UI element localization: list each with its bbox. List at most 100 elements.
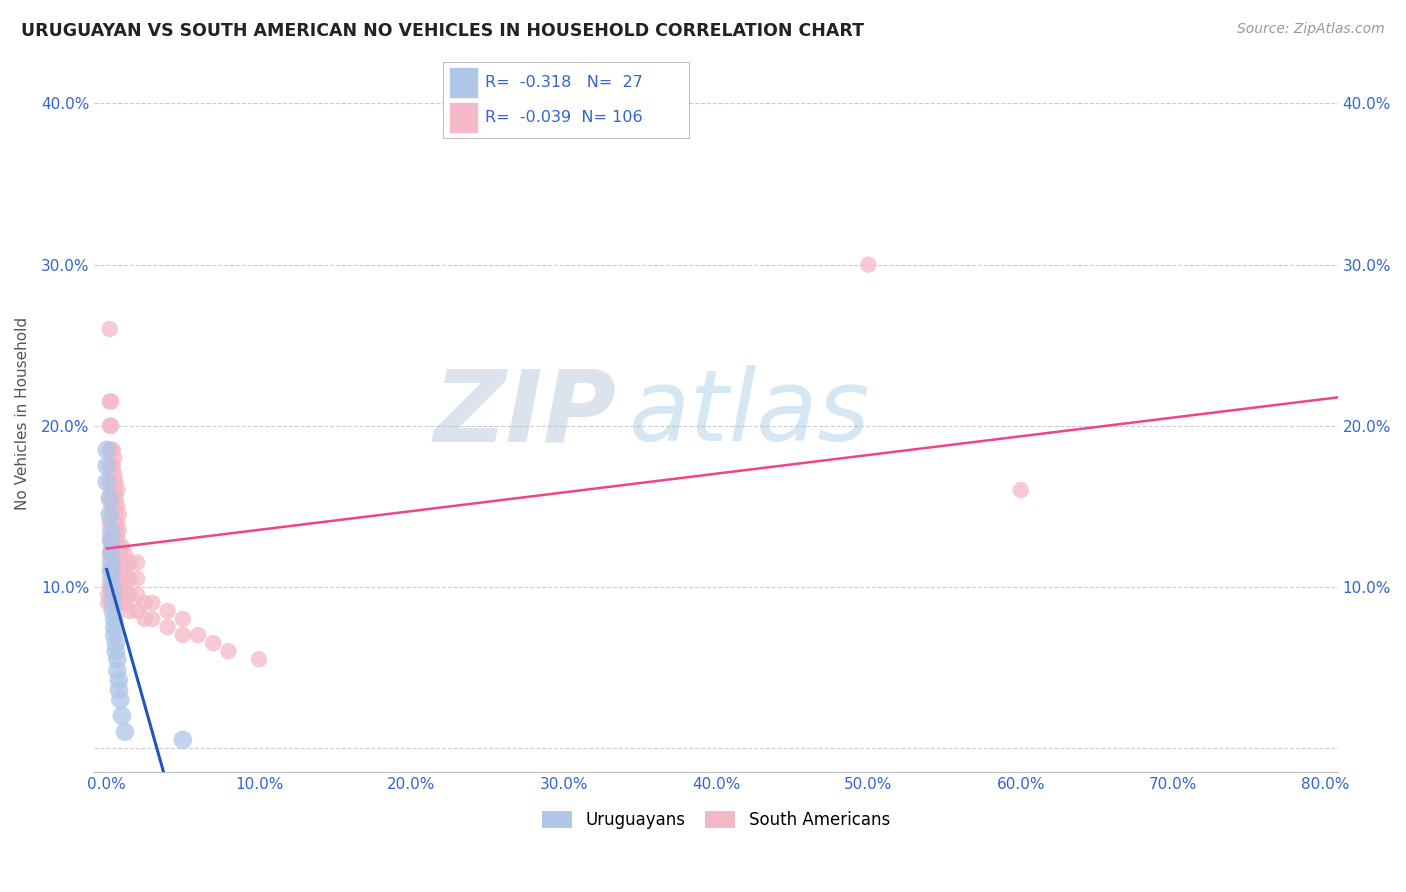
Point	[101, 556, 124, 570]
Point	[100, 556, 122, 570]
Text: Source: ZipAtlas.com: Source: ZipAtlas.com	[1237, 22, 1385, 37]
Point	[127, 588, 149, 602]
Point	[103, 467, 125, 481]
Point	[100, 483, 122, 497]
Point	[100, 491, 122, 505]
Point	[98, 418, 121, 433]
Point	[127, 604, 149, 618]
Point	[110, 596, 132, 610]
Point	[156, 604, 179, 618]
Point	[118, 604, 141, 618]
Point	[98, 322, 121, 336]
Point	[114, 580, 136, 594]
Point	[100, 534, 122, 549]
Point	[103, 620, 125, 634]
Point	[98, 580, 121, 594]
Point	[134, 596, 156, 610]
Point	[96, 475, 118, 489]
Point	[101, 491, 124, 505]
FancyBboxPatch shape	[450, 103, 478, 132]
FancyBboxPatch shape	[450, 68, 478, 96]
Point	[103, 450, 125, 465]
Point	[103, 500, 125, 514]
Point	[100, 458, 122, 473]
Point	[98, 475, 121, 489]
Point	[104, 508, 127, 522]
Point	[104, 572, 127, 586]
Point	[104, 636, 127, 650]
Point	[100, 596, 122, 610]
Point	[105, 564, 128, 578]
Point	[101, 524, 124, 538]
Point	[104, 475, 127, 489]
Point	[98, 548, 121, 562]
Point	[141, 596, 163, 610]
Point	[100, 572, 122, 586]
Point	[108, 572, 131, 586]
Point	[100, 442, 122, 457]
Point	[105, 516, 128, 530]
Point	[103, 548, 125, 562]
Point	[114, 564, 136, 578]
Point	[105, 548, 128, 562]
Point	[108, 682, 131, 697]
Point	[101, 508, 124, 522]
Point	[100, 544, 122, 558]
Point	[100, 564, 122, 578]
Point	[98, 394, 121, 409]
Point	[103, 516, 125, 530]
Point	[104, 588, 127, 602]
Point	[108, 588, 131, 602]
Point	[100, 467, 122, 481]
Point	[108, 524, 131, 538]
Point	[118, 588, 141, 602]
Legend: Uruguayans, South Americans: Uruguayans, South Americans	[536, 804, 897, 836]
Point	[96, 458, 118, 473]
Point	[101, 458, 124, 473]
Point	[118, 572, 141, 586]
Point	[101, 592, 124, 607]
Point	[98, 442, 121, 457]
Text: ZIP: ZIP	[433, 365, 617, 462]
Point	[98, 564, 121, 578]
Point	[100, 516, 122, 530]
Point	[108, 556, 131, 570]
Point	[105, 652, 128, 666]
Point	[105, 664, 128, 678]
Point	[111, 556, 134, 570]
Point	[111, 572, 134, 586]
Point	[127, 556, 149, 570]
Point	[105, 596, 128, 610]
Point	[187, 628, 209, 642]
Point	[108, 540, 131, 554]
Point	[103, 628, 125, 642]
Point	[100, 394, 122, 409]
Point	[202, 636, 225, 650]
Point	[103, 596, 125, 610]
Point	[96, 442, 118, 457]
Point	[101, 604, 124, 618]
Point	[103, 612, 125, 626]
Point	[104, 540, 127, 554]
Point	[100, 548, 122, 562]
Text: URUGUAYAN VS SOUTH AMERICAN NO VEHICLES IN HOUSEHOLD CORRELATION CHART: URUGUAYAN VS SOUTH AMERICAN NO VEHICLES …	[21, 22, 865, 40]
Point	[108, 508, 131, 522]
Point	[101, 588, 124, 602]
Point	[110, 692, 132, 706]
Point	[172, 628, 194, 642]
Point	[111, 588, 134, 602]
Point	[98, 491, 121, 505]
Point	[103, 580, 125, 594]
Point	[101, 442, 124, 457]
Point	[105, 580, 128, 594]
Point	[101, 540, 124, 554]
Point	[98, 532, 121, 546]
Point	[103, 588, 125, 602]
Point	[118, 556, 141, 570]
Point	[156, 620, 179, 634]
Point	[97, 596, 120, 610]
Point	[100, 418, 122, 433]
Point	[101, 582, 124, 597]
Point	[100, 580, 122, 594]
Point	[114, 724, 136, 739]
